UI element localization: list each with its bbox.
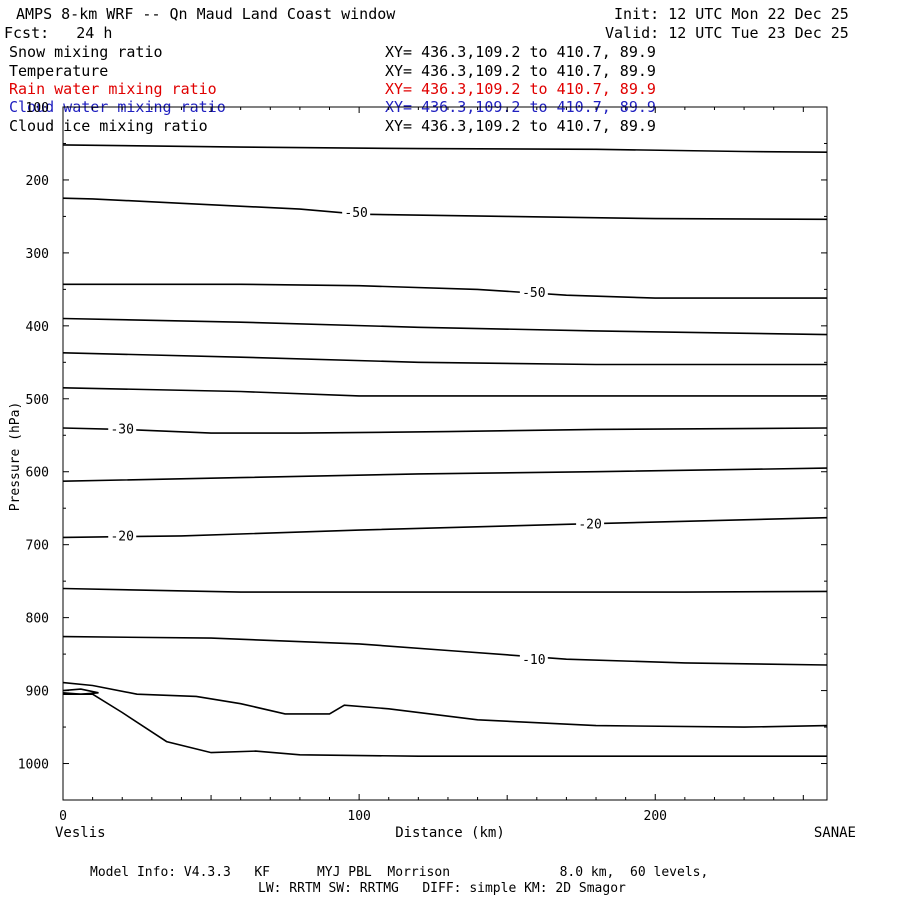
- field-xy-snow: XY= 436.3,109.2 to 410.7, 89.9: [385, 43, 656, 61]
- y-tick-label: 900: [26, 685, 49, 700]
- isotherm-14: [62, 688, 99, 696]
- model-info-line-1: Model Info: V4.3.3 KF MYJ PBL Morrison 8…: [90, 865, 709, 880]
- isotherm-4: [62, 317, 828, 336]
- field-xy-temperature: XY= 436.3,109.2 to 410.7, 89.9: [385, 62, 656, 80]
- contour-label: -20: [578, 517, 601, 532]
- isotherm-12: [62, 681, 828, 728]
- contour-label-layer: -50 -50 -30 -20 -20 -10: [108, 204, 605, 668]
- contour-layer: [62, 144, 828, 758]
- y-tick-label: 500: [26, 393, 49, 408]
- y-tick-label: 400: [26, 320, 49, 335]
- isotherm-5: [62, 352, 827, 366]
- y-tick-label: 600: [26, 466, 49, 481]
- forecast-hour: Fcst: 24 h: [4, 24, 113, 42]
- y-tick-label: 800: [26, 612, 49, 627]
- valid-time: Valid: 12 UTC Tue 23 Dec 25: [605, 24, 849, 42]
- isotherm-11: [62, 635, 828, 666]
- contour-label: -20: [110, 530, 133, 545]
- field-xy-rain: XY= 436.3,109.2 to 410.7, 89.9: [385, 80, 656, 98]
- isotherm-7: [62, 427, 828, 434]
- contour-label: -30: [110, 422, 133, 437]
- y-tick-label: 100: [26, 101, 49, 116]
- right-location-label: SANAE: [814, 825, 856, 841]
- x-tick-label: 0: [59, 809, 67, 824]
- isotherm-10: [62, 587, 828, 593]
- contour-label-bg: [519, 285, 548, 300]
- isotherm-8: [62, 467, 828, 482]
- x-tick-label: 100: [347, 809, 370, 824]
- isotherm-13: [63, 693, 827, 758]
- y-tick-label: 700: [26, 539, 49, 554]
- field-name-snow: Snow mixing ratio: [9, 43, 163, 61]
- x-tick-label: 200: [644, 809, 667, 824]
- field-name-cloud-ice: Cloud ice mixing ratio: [9, 117, 208, 135]
- isotherm-2: [62, 197, 828, 221]
- contour-label: -50: [522, 286, 545, 301]
- contour-label-bg: [576, 516, 605, 531]
- left-location-label: Veslis: [55, 825, 106, 841]
- init-time: Init: 12 UTC Mon 22 Dec 25: [614, 5, 849, 23]
- contour-label-bg: [108, 421, 137, 436]
- contour-label-bg: [108, 528, 137, 543]
- field-name-temperature: Temperature: [9, 62, 109, 80]
- isotherm-9: [62, 516, 828, 539]
- isotherm-1: [62, 144, 828, 153]
- plot-frame: [62, 106, 828, 801]
- y-axis-label: Pressure (hPa): [8, 402, 23, 512]
- axes-layer: 100 200 300 400 500 600 700 800 900 1000 0 100 200 Di…: [8, 101, 856, 841]
- field-xy-cloud-ice: XY= 436.3,109.2 to 410.7, 89.9: [385, 117, 656, 135]
- contour-label: -10: [522, 653, 545, 668]
- plot-title: AMPS 8-km WRF -- Qn Maud Land Coast wind…: [16, 5, 396, 23]
- contour-label-bg: [519, 651, 548, 666]
- model-info-line-2: LW: RRTM SW: RRTMG DIFF: simple KM: 2D S…: [258, 881, 626, 896]
- isotherm-3: [63, 283, 827, 299]
- y-tick-label: 300: [26, 247, 49, 262]
- contour-label: -50: [344, 206, 367, 221]
- y-tick-label: 1000: [18, 758, 49, 773]
- contour-label-bg: [342, 204, 371, 219]
- y-tick-label: 200: [26, 174, 49, 189]
- x-axis-label: Distance (km): [395, 825, 505, 841]
- field-name-rain: Rain water mixing ratio: [9, 80, 217, 98]
- isotherm-6: [62, 387, 827, 397]
